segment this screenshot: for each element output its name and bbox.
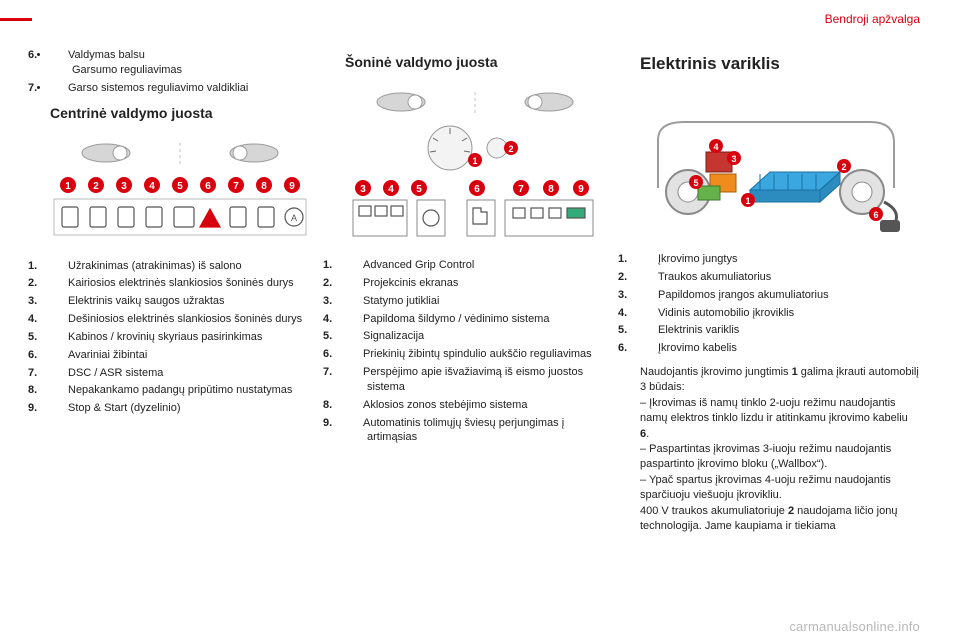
svg-text:6: 6 bbox=[474, 184, 480, 195]
svg-text:4: 4 bbox=[388, 184, 394, 195]
content-columns: 6.Valdymas balsuGarsumo reguliavimas 7.G… bbox=[50, 48, 920, 608]
svg-text:5: 5 bbox=[693, 178, 698, 188]
lead-list: 6.Valdymas balsuGarsumo reguliavimas 7.G… bbox=[50, 48, 321, 99]
svg-text:7: 7 bbox=[518, 184, 524, 195]
list-item: 6.Įkrovimo kabelis bbox=[640, 341, 920, 356]
svg-text:4: 4 bbox=[713, 142, 718, 152]
svg-text:1: 1 bbox=[65, 181, 71, 192]
list-item: 5.Signalizacija bbox=[345, 329, 616, 344]
svg-text:1: 1 bbox=[745, 196, 750, 206]
ev-diagram: 1 2 3 4 5 6 bbox=[640, 92, 920, 242]
svg-text:3: 3 bbox=[360, 184, 366, 195]
list-item: 7.Garso sistemos reguliavimo valdikliai bbox=[50, 81, 321, 96]
list-item: 3.Elektrinis vaikų saugos užraktas bbox=[50, 294, 321, 309]
list-item: 1.Advanced Grip Control bbox=[345, 258, 616, 273]
svg-text:6: 6 bbox=[205, 181, 211, 192]
list-item: 2.Kairiosios elektrinės slankiosios šoni… bbox=[50, 276, 321, 291]
svg-text:3: 3 bbox=[121, 181, 127, 192]
svg-text:5: 5 bbox=[177, 181, 183, 192]
col3-title: Elektrinis variklis bbox=[640, 54, 920, 74]
list-item: 4.Dešiniosios elektrinės slankiosios šon… bbox=[50, 312, 321, 327]
column-3: Elektrinis variklis bbox=[640, 48, 920, 608]
svg-text:2: 2 bbox=[841, 162, 846, 172]
svg-text:1: 1 bbox=[472, 156, 477, 166]
svg-text:A: A bbox=[291, 213, 297, 223]
list-item: 5.Kabinos / krovinių skyriaus pasirinkim… bbox=[50, 330, 321, 345]
col2-title: Šoninė valdymo juosta bbox=[345, 54, 616, 70]
column-2: Šoninė valdymo juosta bbox=[345, 48, 616, 608]
list-item: 5.Elektrinis variklis bbox=[640, 323, 920, 338]
list-item: 7.DSC / ASR sistema bbox=[50, 366, 321, 381]
watermark: carmanualsonline.info bbox=[789, 619, 920, 634]
svg-text:6: 6 bbox=[873, 210, 878, 220]
svg-text:5: 5 bbox=[416, 184, 422, 195]
svg-text:9: 9 bbox=[289, 181, 295, 192]
list-item: 9.Stop & Start (dyzelinio) bbox=[50, 401, 321, 416]
list-item: 6.Priekinių žibintų spindulio aukščio re… bbox=[345, 347, 616, 362]
list-item: 4.Papildoma šildymo / vėdinimo sistema bbox=[345, 312, 616, 327]
col2-list: 1.Advanced Grip Control 2.Projekcinis ekr… bbox=[345, 258, 616, 448]
list-item: 7.Perspėjimo apie išvažiavimą iš eismo j… bbox=[345, 365, 616, 395]
list-item: 8.Aklosios zonos stebėjimo sistema bbox=[345, 398, 616, 413]
accent-bar bbox=[0, 18, 32, 21]
list-item: 1.Įkrovimo jungtys bbox=[640, 252, 920, 267]
list-item: 1.Užrakinimas (atrakinimas) iš salono bbox=[50, 259, 321, 274]
svg-text:3: 3 bbox=[731, 154, 736, 164]
section-header: Bendroji apžvalga bbox=[825, 12, 920, 26]
list-item: 2.Projekcinis ekranas bbox=[345, 276, 616, 291]
svg-text:9: 9 bbox=[578, 184, 584, 195]
col1-list: 1.Užrakinimas (atrakinimas) iš salono 2.K… bbox=[50, 259, 321, 420]
col3-paragraph: Naudojantis įkrovimo jungtimis 1 galima … bbox=[640, 365, 920, 534]
col3-list: 1.Įkrovimo jungtys 2.Traukos akumuliatori… bbox=[640, 252, 920, 359]
list-item: 6.Valdymas balsuGarsumo reguliavimas bbox=[50, 48, 321, 78]
svg-text:7: 7 bbox=[233, 181, 239, 192]
svg-text:8: 8 bbox=[548, 184, 554, 195]
list-item: 4.Vidinis automobilio įkroviklis bbox=[640, 306, 920, 321]
list-item: 3.Statymo jutikliai bbox=[345, 294, 616, 309]
list-item: 9.Automatinis tolimųjų šviesų perjungima… bbox=[345, 416, 616, 446]
list-item: 2.Traukos akumuliatorius bbox=[640, 270, 920, 285]
svg-text:2: 2 bbox=[93, 181, 99, 192]
svg-text:2: 2 bbox=[508, 144, 513, 154]
list-item: 8.Nepakankamo padangų pripūtimo nustatym… bbox=[50, 383, 321, 398]
svg-text:8: 8 bbox=[261, 181, 267, 192]
svg-text:4: 4 bbox=[149, 181, 155, 192]
side-panel-diagram: 1 2 3 4 5 6 7 8 9 bbox=[345, 88, 616, 248]
central-panel-diagram: 1 2 3 4 5 6 7 8 9 A bbox=[50, 139, 321, 249]
list-item: 3.Papildomos įrangos akumuliatorius bbox=[640, 288, 920, 303]
col1-title: Centrinė valdymo juosta bbox=[50, 105, 321, 121]
list-item: 6.Avariniai žibintai bbox=[50, 348, 321, 363]
column-1: 6.Valdymas balsuGarsumo reguliavimas 7.G… bbox=[50, 48, 321, 608]
